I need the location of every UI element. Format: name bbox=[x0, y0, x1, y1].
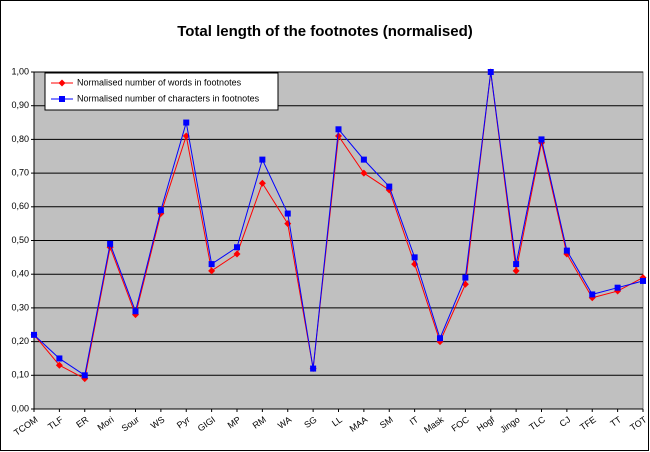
data-point bbox=[234, 244, 240, 251]
data-point bbox=[31, 331, 37, 338]
data-point bbox=[208, 267, 216, 275]
y-tick-label: 0,80 bbox=[11, 134, 29, 144]
data-point bbox=[513, 261, 520, 268]
y-tick-label: 0,00 bbox=[11, 403, 29, 413]
y-tick-label: 0,40 bbox=[11, 269, 29, 279]
data-point bbox=[563, 247, 570, 254]
data-point bbox=[335, 126, 342, 133]
data-point bbox=[56, 355, 63, 362]
data-point bbox=[437, 335, 443, 342]
data-point bbox=[81, 372, 88, 379]
data-point bbox=[335, 132, 342, 140]
data-point bbox=[360, 156, 367, 163]
data-point bbox=[360, 169, 368, 177]
data-point bbox=[411, 254, 418, 261]
legend-marker bbox=[59, 96, 65, 102]
legend bbox=[44, 72, 279, 111]
data-point bbox=[538, 136, 545, 143]
legend-label: Normalised number of words in footnotes bbox=[77, 77, 242, 87]
data-point bbox=[233, 250, 241, 258]
data-point bbox=[208, 261, 215, 268]
data-point bbox=[107, 240, 114, 247]
legend-label: Normalised number of characters in footn… bbox=[77, 93, 260, 103]
y-tick-label: 0,60 bbox=[11, 201, 29, 211]
data-point bbox=[512, 267, 520, 275]
data-point bbox=[386, 183, 393, 190]
y-tick-label: 0,50 bbox=[11, 235, 29, 245]
data-point bbox=[259, 156, 266, 163]
y-tick-label: 0,70 bbox=[11, 167, 29, 177]
legend-marker bbox=[58, 79, 66, 87]
data-point bbox=[614, 284, 621, 291]
data-point bbox=[55, 361, 63, 369]
chart-title: Total length of the footnotes (normalise… bbox=[177, 23, 473, 40]
x-tick-label: LL bbox=[330, 414, 344, 428]
y-tick-label: 0,10 bbox=[11, 370, 29, 380]
data-point bbox=[462, 274, 469, 281]
data-point bbox=[157, 207, 164, 214]
data-point bbox=[183, 119, 190, 126]
data-point bbox=[284, 210, 291, 217]
y-tick-label: 0,90 bbox=[11, 100, 29, 110]
data-point bbox=[487, 69, 494, 75]
data-point bbox=[258, 179, 266, 187]
y-tick-label: 1,00 bbox=[11, 66, 29, 76]
data-point bbox=[132, 308, 139, 315]
y-tick-label: 0,30 bbox=[11, 302, 29, 312]
y-tick-label: 0,20 bbox=[11, 336, 29, 346]
data-point bbox=[589, 291, 596, 298]
data-point bbox=[310, 365, 317, 372]
data-point bbox=[640, 277, 646, 284]
